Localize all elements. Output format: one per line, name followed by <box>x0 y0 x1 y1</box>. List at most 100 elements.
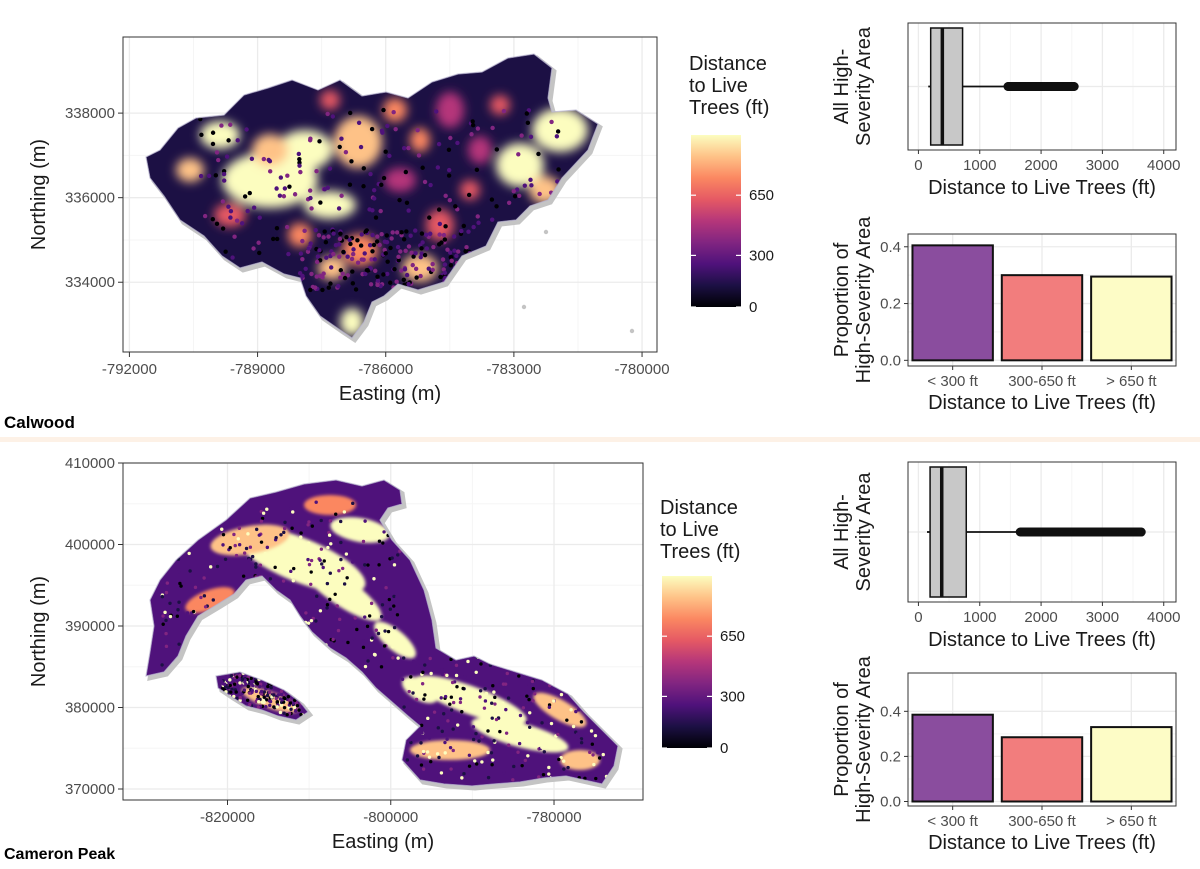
raster-speck <box>234 218 240 223</box>
raster-speck <box>164 631 168 636</box>
raster-speck <box>458 700 463 705</box>
raster-speck <box>583 776 587 781</box>
raster-speck <box>579 737 584 741</box>
raster-speck <box>325 581 330 586</box>
raster-speck <box>250 681 254 685</box>
colorbar-tick-label: 0 <box>749 299 757 316</box>
raster-speck <box>443 751 447 755</box>
colorbar <box>662 576 712 748</box>
x-tick-label: < 300 ft <box>927 373 978 390</box>
barchart-x-axis-title: Distance to Live Trees (ft) <box>928 832 1156 854</box>
x-tick-label: -820000 <box>200 809 255 826</box>
raster-speck <box>396 254 401 259</box>
raster-patch <box>384 168 416 192</box>
raster-speck <box>490 716 494 720</box>
raster-speck <box>339 136 344 141</box>
raster-speck <box>338 617 342 622</box>
raster-speck <box>381 272 386 277</box>
raster-speck <box>341 249 346 255</box>
raster-speck <box>442 262 448 267</box>
raster-speck <box>383 629 387 633</box>
map-y-axis-title: Northing (m) <box>28 576 50 687</box>
raster-speck <box>415 731 420 735</box>
raster-speck <box>185 611 190 615</box>
fire-label-cameron-peak: Cameron Peak <box>4 846 116 863</box>
raster-speck <box>486 729 490 733</box>
raster-speck <box>419 763 424 767</box>
raster-speck <box>399 230 404 235</box>
raster-speck <box>590 742 595 746</box>
raster-speck <box>436 207 442 212</box>
raster-speck <box>327 533 332 537</box>
raster-speck <box>448 255 453 260</box>
raster-patch <box>402 254 438 282</box>
raster-speck <box>420 240 425 245</box>
raster-speck <box>325 606 329 610</box>
raster-speck <box>339 638 344 643</box>
barchart-border <box>907 233 1177 367</box>
raster-speck <box>387 545 392 550</box>
raster-speck <box>379 232 384 237</box>
raster-speck <box>232 532 236 537</box>
raster-speck <box>249 676 253 681</box>
raster-speck <box>385 259 390 264</box>
raster-speck <box>321 235 326 240</box>
raster-speck <box>306 523 310 527</box>
raster-speck <box>474 167 480 173</box>
bar-1 <box>911 244 994 362</box>
raster-speck <box>445 673 449 678</box>
barchart-border <box>907 672 1177 807</box>
raster-speck <box>422 697 426 701</box>
raster-speck <box>267 690 272 695</box>
raster-speck <box>230 255 235 260</box>
x-tick-label: -783000 <box>486 361 541 378</box>
y-tick-label: 0.0 <box>880 352 901 369</box>
raster-speck <box>176 608 180 612</box>
raster-speck <box>254 527 259 532</box>
raster-speck <box>527 725 532 730</box>
raster-speck <box>300 256 305 262</box>
raster-speck <box>511 778 515 782</box>
boxplot-x-axis-title: Distance to Live Trees (ft) <box>928 177 1156 199</box>
raster-speck <box>229 690 233 694</box>
raster-speck <box>258 563 263 567</box>
raster-speck <box>314 259 320 265</box>
raster-speck <box>422 252 428 258</box>
raster-speck <box>467 753 472 757</box>
raster-speck <box>371 187 377 193</box>
raster-speck <box>250 688 254 693</box>
raster-speck <box>483 725 487 729</box>
raster-speck <box>427 215 432 220</box>
raster-speck <box>440 672 445 677</box>
x-tick-label: -800000 <box>363 809 418 826</box>
boxplot-calwood: 0 1000 2000 3000 4000 Distance to Live Trees … <box>831 22 1180 199</box>
raster-speck <box>562 759 566 763</box>
raster-speck <box>387 597 392 602</box>
raster-speck <box>228 683 232 688</box>
raster-speck <box>221 543 225 547</box>
raster-speck <box>254 681 259 685</box>
raster-speck <box>282 711 286 715</box>
raster-speck <box>367 243 373 248</box>
raster-speck <box>176 570 181 574</box>
fire-perimeter-edge <box>145 53 599 339</box>
raster-speck <box>257 699 261 704</box>
raster-speck <box>297 708 301 712</box>
raster-speck <box>415 754 420 758</box>
raster-speck <box>469 132 474 137</box>
raster-speck <box>421 749 426 754</box>
raster-speck <box>506 200 512 206</box>
raster-speck <box>409 675 413 679</box>
stray-point <box>521 304 527 310</box>
raster-speck <box>326 234 331 239</box>
raster-speck <box>321 565 325 570</box>
raster-speck <box>392 563 397 567</box>
raster-speck <box>526 754 530 758</box>
raster-speck <box>287 184 292 189</box>
raster-speck <box>326 584 330 589</box>
raster-speck <box>309 206 314 211</box>
raster-speck <box>340 271 345 276</box>
raster-speck <box>371 242 377 248</box>
raster-speck <box>441 232 447 238</box>
x-tick-label: 0 <box>914 609 922 626</box>
